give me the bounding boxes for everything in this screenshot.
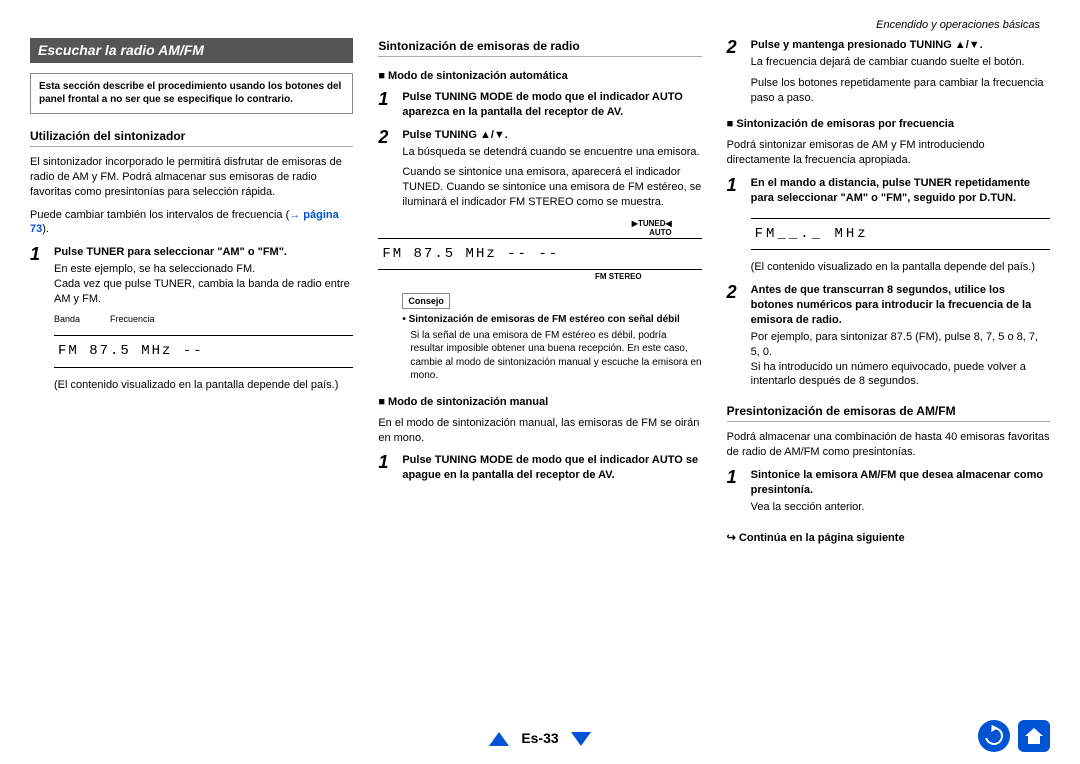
display-caption: (El contenido visualizado en la pantalla… <box>54 378 353 393</box>
display-readout: FM__._ MHz <box>751 218 1050 251</box>
column-2: Sintonización de emisoras de radio Modo … <box>378 38 701 694</box>
step-2: 2 Antes de que transcurran 8 segundos, u… <box>727 283 1050 389</box>
step-1: 1 Pulse TUNING MODE de modo que el indic… <box>378 90 701 122</box>
back-button[interactable] <box>978 720 1010 752</box>
step-instruction: Pulse y mantenga presionado TUNING ▲/▼. <box>751 38 1050 53</box>
column-1: Escuchar la radio AM/FM Esta sección des… <box>30 38 353 694</box>
step-body-text: Pulse los botones repetidamente para cam… <box>751 76 1050 106</box>
subsection-heading: Presintonización de emisoras de AM/FM <box>727 403 1050 422</box>
paragraph: El sintonizador incorporado le permitirá… <box>30 155 353 200</box>
section-title: Escuchar la radio AM/FM <box>30 38 353 63</box>
display-illustration: ▶TUNED◀ AUTO FM 87.5 MHz -- -- FM STEREO <box>378 220 701 283</box>
sub-heading: Modo de sintonización automática <box>378 69 701 84</box>
step-body-text: La búsqueda se detendrá cuando se encuen… <box>402 145 701 160</box>
subsection-heading: Sintonización de emisoras de radio <box>378 38 701 57</box>
step-body-text: Cada vez que pulse TUNER, cambia la band… <box>54 277 353 307</box>
tip-body: Si la señal de una emisora de FM estéreo… <box>410 329 701 383</box>
step-2: 2 Pulse TUNING ▲/▼. La búsqueda se deten… <box>378 128 701 160</box>
display-readout: FM 87.5 MHz -- <box>54 335 353 368</box>
subsection-heading: Utilización del sintonizador <box>30 128 353 147</box>
step-instruction: En el mando a distancia, pulse TUNER rep… <box>751 176 1050 206</box>
paragraph: Puede cambiar también los intervalos de … <box>30 208 353 238</box>
step-number: 1 <box>727 468 745 515</box>
page-number: Es-33 <box>521 730 558 746</box>
display-illustration: FM__._ MHz <box>751 218 1050 251</box>
step-number: 1 <box>378 90 396 122</box>
step-1: 1 Pulse TUNER para seleccionar "AM" o "F… <box>30 245 353 306</box>
step-number: 1 <box>378 453 396 485</box>
step-instruction: Antes de que transcurran 8 segundos, uti… <box>751 283 1050 328</box>
step-number: 1 <box>727 176 745 208</box>
paragraph: Podrá sintonizar emisoras de AM y FM int… <box>727 138 1050 168</box>
tip-title: Sintonización de emisoras de FM estéreo … <box>402 313 701 327</box>
indicator-label: ▶TUNED◀ <box>632 219 672 228</box>
paragraph: En el modo de sintonización manual, las … <box>378 416 701 446</box>
display-label: Banda <box>54 313 80 325</box>
step-number: 2 <box>727 283 745 389</box>
indicator-label: FM STEREO <box>378 272 701 283</box>
step-body-text: En este ejemplo, se ha seleccionado FM. <box>54 262 353 277</box>
step-2: 2 Pulse y mantenga presionado TUNING ▲/▼… <box>727 38 1050 105</box>
prev-page-icon[interactable] <box>489 732 509 746</box>
step-number: 1 <box>30 245 48 306</box>
display-label: Frecuencia <box>110 313 155 325</box>
display-caption: (El contenido visualizado en la pantalla… <box>751 260 1050 275</box>
step-instruction: Sintonice la emisora AM/FM que desea alm… <box>751 468 1050 498</box>
tip-section: Consejo Sintonización de emisoras de FM … <box>402 293 701 383</box>
step-1: 1 Pulse TUNING MODE de modo que el indic… <box>378 453 701 485</box>
sub-heading: Modo de sintonización manual <box>378 395 701 410</box>
sub-heading: Sintonización de emisoras por frecuencia <box>727 117 1050 132</box>
undo-icon <box>982 724 1007 749</box>
step-instruction: Pulse TUNING MODE de modo que el indicad… <box>402 90 701 120</box>
page-content: Escuchar la radio AM/FM Esta sección des… <box>30 38 1050 694</box>
footer-nav-icons <box>978 720 1050 752</box>
step-body-text: Por ejemplo, para sintonizar 87.5 (FM), … <box>751 330 1050 360</box>
step-body-text: Si ha introducido un número equivocado, … <box>751 360 1050 390</box>
continue-note: ↪ Continúa en la página siguiente <box>727 531 1050 546</box>
column-3: 2 Pulse y mantenga presionado TUNING ▲/▼… <box>727 38 1050 694</box>
paragraph: Cuando se sintonice una emisora, aparece… <box>402 165 701 210</box>
step-1: 1 En el mando a distancia, pulse TUNER r… <box>727 176 1050 208</box>
step-instruction: Pulse TUNING ▲/▼. <box>402 128 701 143</box>
step-number: 2 <box>378 128 396 160</box>
indicator-label: AUTO <box>649 228 672 237</box>
next-page-icon[interactable] <box>571 732 591 746</box>
home-button[interactable] <box>1018 720 1050 752</box>
display-illustration: Banda Frecuencia FM 87.5 MHz -- <box>54 313 353 368</box>
paragraph: Podrá almacenar una combinación de hasta… <box>727 430 1050 460</box>
step-body-text: La frecuencia dejará de cambiar cuando s… <box>751 55 1050 70</box>
display-readout: FM 87.5 MHz -- -- <box>378 238 701 271</box>
home-icon <box>1025 728 1043 736</box>
tip-label: Consejo <box>402 293 450 309</box>
note-box: Esta sección describe el procedimiento u… <box>30 73 353 114</box>
step-instruction: Pulse TUNING MODE de modo que el indicad… <box>402 453 701 483</box>
step-number: 2 <box>727 38 745 105</box>
step-1: 1 Sintonice la emisora AM/FM que desea a… <box>727 468 1050 515</box>
step-instruction: Pulse TUNER para seleccionar "AM" o "FM"… <box>54 245 353 260</box>
page-header-context: Encendido y operaciones básicas <box>876 18 1040 33</box>
page-footer: Es-33 <box>0 729 1080 748</box>
step-body-text: Vea la sección anterior. <box>751 500 1050 515</box>
